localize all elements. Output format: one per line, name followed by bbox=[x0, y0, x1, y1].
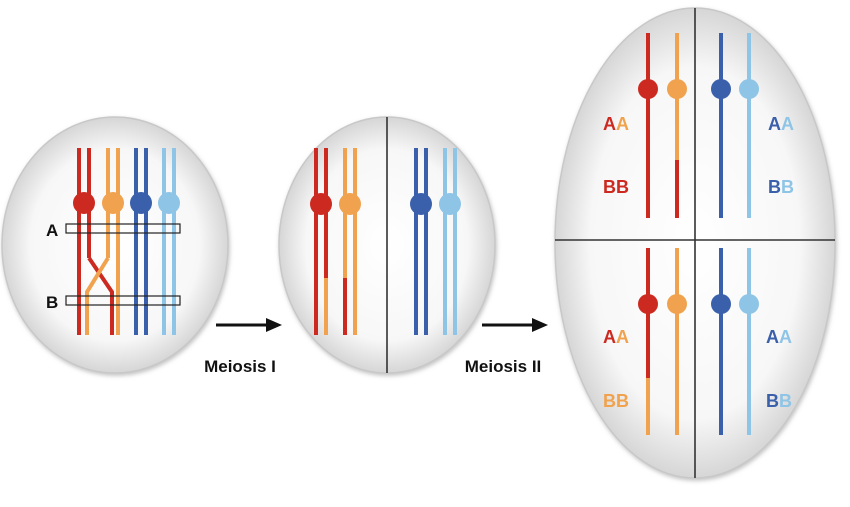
gamete-bottom-right-allele-a: AA bbox=[766, 327, 792, 347]
meiosis-1-label: Meiosis I bbox=[204, 357, 276, 376]
gamete-bottom-right-lightblue-centromere bbox=[739, 294, 759, 314]
gamete-bottom-left-red-centromere bbox=[638, 294, 658, 314]
blue-chromosome-m1 bbox=[410, 148, 432, 335]
orange-centromere-m1 bbox=[339, 193, 361, 215]
arrow-2-head bbox=[532, 318, 548, 332]
locus-a-label: A bbox=[46, 221, 58, 240]
red-centromere-m1 bbox=[310, 193, 332, 215]
gamete-top-left-allele-a: AA bbox=[603, 114, 629, 134]
meiosis-1-arrow: Meiosis I bbox=[204, 318, 282, 376]
gamete-bottom-left-allele-b: BB bbox=[603, 391, 629, 411]
orange-chromatid-crossover bbox=[85, 256, 110, 335]
lightblue-chromosome bbox=[158, 148, 180, 335]
red-chromosome-m1 bbox=[310, 148, 332, 335]
gamete-bottom-right-blue-centromere bbox=[711, 294, 731, 314]
locus-b-box bbox=[65, 295, 181, 306]
gamete-top-right-allele-b: BB bbox=[768, 177, 794, 197]
meiosis-1-cell bbox=[278, 116, 496, 374]
gamete-top-right-blue-centromere bbox=[711, 79, 731, 99]
gamete-top-left: AA BB bbox=[603, 33, 687, 218]
red-chromatid-crossover bbox=[87, 256, 114, 335]
locus-a-box bbox=[65, 223, 181, 234]
orange-chromosome bbox=[85, 148, 124, 335]
gamete-top-left-allele-b: BB bbox=[603, 177, 629, 197]
meiosis-2-cell: AA BB AA BB AA BB AA bbox=[554, 7, 836, 479]
gamete-top-left-red-centromere bbox=[638, 79, 658, 99]
gamete-top-right: AA BB bbox=[711, 33, 794, 218]
meiosis-2-arrow: Meiosis II bbox=[465, 318, 548, 376]
orange-centromere bbox=[102, 192, 124, 214]
lightblue-centromere bbox=[158, 192, 180, 214]
blue-chromosome bbox=[130, 148, 152, 335]
arrow-1-head bbox=[266, 318, 282, 332]
locus-b-label: B bbox=[46, 293, 58, 312]
red-chromosome bbox=[73, 148, 114, 335]
gamete-top-left-orange-centromere bbox=[667, 79, 687, 99]
parent-cell: A B bbox=[1, 116, 229, 374]
gamete-top-right-allele-a: AA bbox=[768, 114, 794, 134]
orange-chromosome-m1 bbox=[339, 148, 361, 335]
gamete-bottom-left-allele-a: AA bbox=[603, 327, 629, 347]
red-centromere bbox=[73, 192, 95, 214]
gamete-bottom-left-orange-centromere bbox=[667, 294, 687, 314]
meiosis-2-label: Meiosis II bbox=[465, 357, 542, 376]
lightblue-centromere-m1 bbox=[439, 193, 461, 215]
blue-centromere-m1 bbox=[410, 193, 432, 215]
gamete-bottom-left: AA BB bbox=[603, 248, 687, 435]
lightblue-chromosome-m1 bbox=[439, 148, 461, 335]
gamete-bottom-right-allele-b: BB bbox=[766, 391, 792, 411]
gamete-bottom-right: AA BB bbox=[711, 248, 792, 435]
gamete-top-right-lightblue-centromere bbox=[739, 79, 759, 99]
parent-cell-membrane bbox=[1, 116, 229, 374]
blue-centromere bbox=[130, 192, 152, 214]
